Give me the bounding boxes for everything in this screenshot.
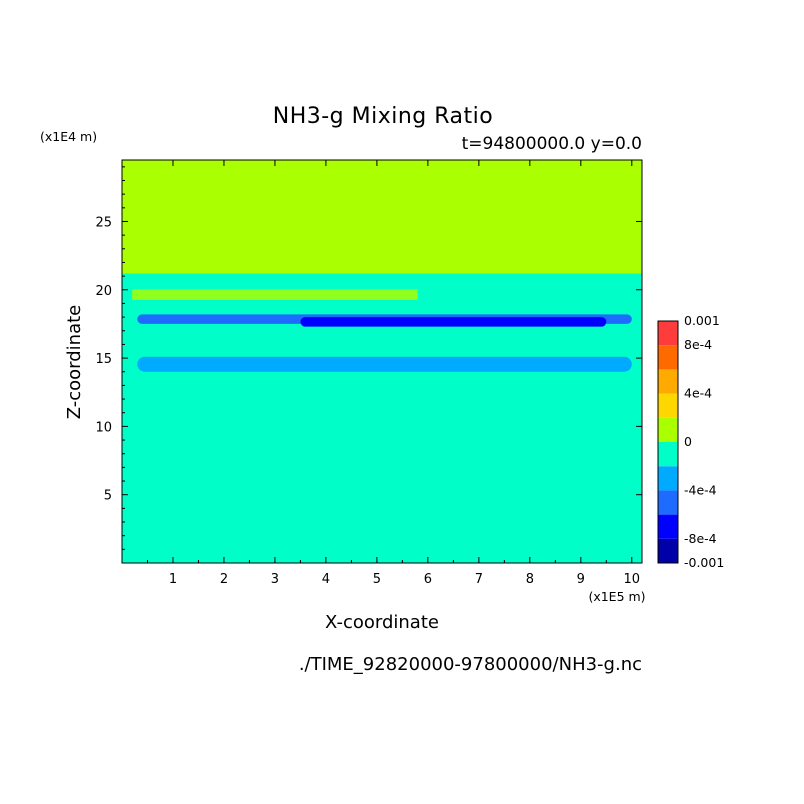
colorbar-label: -0.001 bbox=[684, 555, 724, 570]
colorbar-label: -8e-4 bbox=[684, 531, 717, 546]
x-tick-label: 5 bbox=[373, 572, 381, 587]
x-unit-label: (x1E5 m) bbox=[588, 589, 645, 604]
colorbar-segment bbox=[658, 417, 678, 442]
colorbar-frame bbox=[657, 320, 679, 564]
x-tick-label: 7 bbox=[475, 572, 483, 587]
colorbar: 0.001 8e-4 4e-4 0 -4e-4 -8e-4 -0.001 bbox=[657, 313, 724, 570]
x-tick-label: 3 bbox=[271, 572, 279, 587]
y-unit-label: (x1E4 m) bbox=[40, 129, 97, 144]
chart-title: NH3-g Mixing Ratio bbox=[273, 104, 494, 129]
x-tick-label: 8 bbox=[526, 572, 534, 587]
region-upper-layer bbox=[122, 160, 642, 274]
x-tick-label: 1 bbox=[169, 572, 177, 587]
x-tick-label: 10 bbox=[624, 572, 641, 587]
y-tick-label: 5 bbox=[104, 489, 112, 504]
x-tick-label: 9 bbox=[577, 572, 585, 587]
colorbar-segment bbox=[658, 538, 678, 563]
colorbar-label: 4e-4 bbox=[684, 386, 712, 401]
x-tick-label: 6 bbox=[424, 572, 432, 587]
colorbar-segment bbox=[658, 345, 678, 370]
y-tick-label: 20 bbox=[95, 284, 112, 299]
y-axis-label: Z-coordinate bbox=[64, 305, 85, 420]
file-path-label: ./TIME_92820000-97800000/NH3-g.nc bbox=[299, 654, 642, 675]
y-tick-label: 25 bbox=[95, 215, 112, 230]
colorbar-segment bbox=[658, 321, 678, 346]
colorbar-label: 8e-4 bbox=[684, 337, 712, 352]
y-tick-label: 10 bbox=[95, 420, 112, 435]
colorbar-segment bbox=[658, 442, 678, 467]
colorbar-segment bbox=[658, 369, 678, 394]
colorbar-label: -4e-4 bbox=[684, 482, 717, 497]
colorbar-segment bbox=[658, 466, 678, 491]
x-axis: 1 2 3 4 5 6 7 8 9 10 bbox=[146, 160, 641, 587]
region-band-18km-core bbox=[300, 317, 607, 327]
y-axis: 5 10 15 20 25 bbox=[95, 166, 642, 550]
region-band-15km bbox=[137, 356, 632, 372]
x-tick-label: 4 bbox=[322, 572, 330, 587]
colorbar-segment bbox=[658, 490, 678, 515]
colorbar-label: 0.001 bbox=[684, 313, 720, 328]
contour-field bbox=[122, 160, 642, 563]
chart-subtitle: t=94800000.0 y=0.0 bbox=[462, 134, 642, 154]
colorbar-label: 0 bbox=[684, 434, 692, 449]
x-axis-label: X-coordinate bbox=[325, 612, 439, 633]
plot-frame bbox=[121, 159, 643, 564]
colorbar-segment bbox=[658, 514, 678, 539]
y-tick-label: 15 bbox=[95, 352, 112, 367]
x-tick-label: 2 bbox=[220, 572, 228, 587]
colorbar-segment bbox=[658, 393, 678, 418]
region-filaments-20km bbox=[132, 289, 418, 300]
